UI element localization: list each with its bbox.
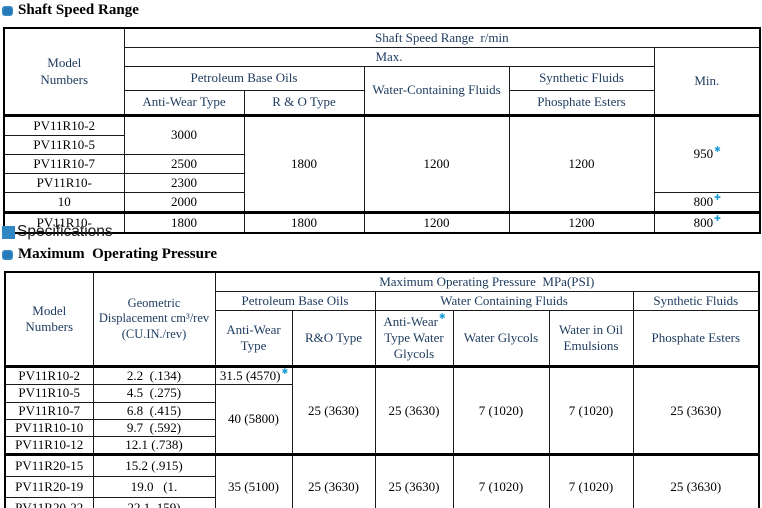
pressure-value-cell: 25 (3630) [291,453,376,508]
footnote-marker-icon: ✱ [438,312,446,322]
header-model-line2: Numbers [25,319,74,334]
header-phosphate-esters: Phosphate Esters [632,310,760,367]
model-cell: PV11R10- [3,211,125,234]
displacement-cell: 9.7 (.592) [92,418,216,438]
speed-value-cell: 2000 [123,192,245,213]
header-ro-type: R & O Type [243,90,365,116]
pressure-value: 31.5 (4570) [219,368,281,383]
model-cell: PV11R10- [3,173,125,193]
pressure-value-cell: 25 (3630) [374,364,454,456]
speed-value-cell: 1800 [123,211,245,234]
model-cell: PV11R10-5 [4,384,94,403]
pressure-value-cell: 40 (5800) [214,384,293,456]
header-ro-type: R&O Type [291,310,376,367]
pressure-value-cell: 7 (1020) [452,453,550,508]
header-awg-line1: Anti-Wear [383,313,438,329]
speed-value-cell: 1200 [363,114,510,213]
displacement-cell: 4.5 (.275) [92,384,216,403]
model-cell: PV11R10-10 [4,418,94,438]
header-anti-wear-type: Anti-Wear Type [123,90,245,116]
header-max-pressure-span: Maximum Operating Pressure MPa(PSI) [214,271,760,292]
header-max: Max. [123,47,655,67]
speed-value-cell: 3000 [123,114,245,155]
header-synthetic-fluids: Synthetic Fluids [632,291,760,311]
header-anti-wear-type: Anti-Wear Type [214,310,293,367]
header-model-line2: Numbers [40,71,89,87]
displacement-cell: 6.8 (.415) [92,401,216,420]
footnote-marker-icon: ✚ [714,192,721,202]
section-title-text: Maximum Operating Pressure [18,246,218,262]
model-cell: PV11R20-15 [4,453,94,478]
shaft-speed-table: Model Numbers Shaft Speed Range r/min Ma… [3,27,762,234]
footnote-marker-icon: ✱ [714,145,721,155]
speed-value-cell: 1800 [243,211,365,234]
blue-bullet-icon [2,249,13,260]
pressure-value-cell: 25 (3630) [632,453,760,508]
specifications-section-title: Specifications [2,223,113,241]
header-water-containing-fluids: Water Containing Fluids [374,291,634,311]
displacement-cell: 2.2 (.134) [92,364,216,386]
speed-value-cell: 1200 [508,114,655,213]
header-model-numbers: Model Numbers [4,271,94,367]
header-shaft-speed-span: Shaft Speed Range r/min [123,27,761,48]
header-water-in-oil-emulsions: Water in Oil Emulsions [548,310,634,367]
speed-value-cell: 2300 [123,173,245,193]
speed-value-cell: 1800 [243,114,365,213]
displacement-cell: 19.0 (1. [92,476,216,499]
pressure-value-cell: 31.5 (4570)✱ [214,364,293,386]
header-anti-wear-water-glycols: Anti-Wear✱ Type Water Glycols [374,310,454,367]
max-pressure-section-title: Maximum Operating Pressure [2,246,217,263]
model-cell: PV11R10-7 [4,401,94,420]
header-petroleum-base-oils: Petroleum Base Oils [123,66,365,91]
footnote-marker-icon: ✱ [281,366,289,376]
header-model-line1: Model [47,55,82,71]
speed-value-cell: 1200 [508,211,655,234]
speed-value-cell: 1200 [363,211,510,234]
displacement-cell: 15.2 (.915) [92,453,216,478]
pressure-value-cell: 7 (1020) [548,364,634,456]
model-cell: PV11R10-7 [3,154,125,174]
model-cell: PV11R20-19 [4,476,94,499]
model-cell: PV11R10-2 [4,364,94,386]
max-pressure-table: Model Numbers Geometric Displacement cm³… [4,271,761,508]
header-awg-rest: Type Water Glycols [384,329,444,362]
model-cell: PV11R10-5 [3,135,125,155]
model-cell: 10 [3,192,125,213]
min-speed-cell: 950✱ [653,114,761,193]
header-model-numbers: Model Numbers [3,27,125,116]
blue-square-icon [2,225,15,239]
min-speed-value: 800 [693,193,714,209]
pressure-value-cell: 25 (3630) [291,364,376,456]
section-title-text: Specifications [17,223,113,240]
displacement-cell: 22.1 159) [92,497,216,508]
model-cell: PV11R10-12 [4,435,94,456]
header-water-glycols: Water Glycols [452,310,550,367]
min-speed-cell: 800✚ [653,192,761,213]
header-water-containing-fluids: Water-Containing Fluids [363,66,510,116]
min-speed-cell: 800✚ [653,211,761,234]
pressure-value-cell: 7 (1020) [548,453,634,508]
pressure-value-cell: 25 (3630) [374,453,454,508]
section-title-text: Shaft Speed Range [18,2,139,18]
header-min: Min. [653,47,761,116]
pressure-value-cell: 7 (1020) [452,364,550,456]
displacement-cell: 12.1 (.738) [92,435,216,456]
pressure-value-cell: 35 (5100) [214,453,293,508]
blue-bullet-icon [2,5,13,16]
header-model-line1: Model [32,302,67,318]
header-synthetic-fluids: Synthetic Fluids [508,66,655,91]
footnote-marker-icon: ✚ [714,213,721,223]
header-geometric-displacement: Geometric Displacement cm³/rev (CU.IN./r… [92,271,216,367]
min-speed-value: 950 [693,146,714,162]
pressure-value-cell: 25 (3630) [632,364,760,456]
shaft-speed-section-title: Shaft Speed Range [2,2,139,19]
header-petroleum-base-oils: Petroleum Base Oils [214,291,376,311]
min-speed-value: 800 [693,214,714,230]
model-cell: PV11R10-2 [3,114,125,136]
model-cell: PV11R20-22 [4,497,94,508]
speed-value-cell: 2500 [123,154,245,174]
header-phosphate-esters: Phosphate Esters [508,90,655,116]
